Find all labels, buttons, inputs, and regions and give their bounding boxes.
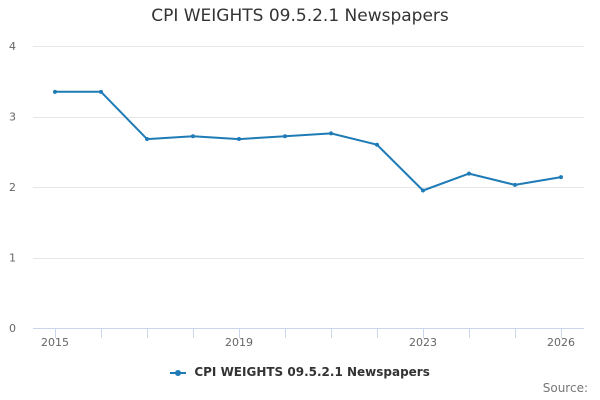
x-tick-label: 2023 xyxy=(409,336,437,349)
x-tick-label: 2019 xyxy=(225,336,253,349)
data-point xyxy=(559,175,563,180)
y-tick-label: 0 xyxy=(9,322,16,335)
legend-swatch xyxy=(170,368,187,378)
y-tick-label: 2 xyxy=(9,181,16,194)
x-tick-label: 2015 xyxy=(41,336,69,349)
y-axis: 0 1 2 3 4 xyxy=(9,40,16,335)
data-point xyxy=(467,171,471,176)
series-group xyxy=(53,89,563,193)
data-point xyxy=(237,137,241,142)
data-point xyxy=(99,89,103,94)
legend[interactable]: CPI WEIGHTS 09.5.2.1 Newspapers xyxy=(0,365,600,379)
chart-title: CPI WEIGHTS 09.5.2.1 Newspapers xyxy=(151,6,449,26)
data-point xyxy=(421,188,425,193)
data-point xyxy=(375,142,379,147)
y-tick-label: 4 xyxy=(9,40,16,53)
data-point xyxy=(283,134,287,139)
credits[interactable]: Source: xyxy=(542,381,588,395)
series-line xyxy=(54,90,562,192)
data-point xyxy=(145,137,149,142)
x-axis: 2015 2019 2023 2026 xyxy=(33,328,584,349)
data-point xyxy=(191,134,195,139)
data-point xyxy=(329,131,333,136)
data-point xyxy=(53,89,57,94)
x-tick-label: 2026 xyxy=(547,336,575,349)
gridlines xyxy=(33,46,584,259)
legend-label: CPI WEIGHTS 09.5.2.1 Newspapers xyxy=(194,365,430,379)
y-tick-label: 3 xyxy=(9,111,16,124)
data-point xyxy=(513,182,517,187)
y-tick-label: 1 xyxy=(9,252,16,265)
